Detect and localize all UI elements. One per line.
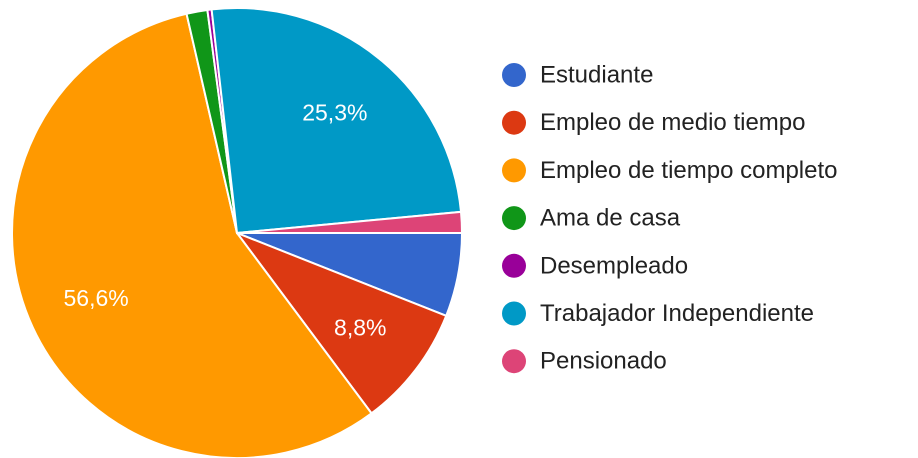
legend-swatch	[502, 253, 526, 278]
legend-label: Estudiante	[540, 62, 653, 89]
pie-slice	[236, 210, 464, 234]
pie-slice	[11, 12, 373, 458]
legend-label: Trabajador Independiente	[540, 300, 814, 327]
data-label: 8,8%	[334, 314, 386, 340]
legend-label: Ama de casa	[540, 205, 681, 232]
legend-label: Desempleado	[540, 252, 688, 279]
legend-swatch	[502, 110, 526, 135]
data-label: 56,6%	[64, 285, 129, 311]
legend-swatch	[502, 158, 526, 183]
legend-swatch	[502, 301, 526, 326]
legend-label: Empleo de medio tiempo	[540, 109, 805, 136]
legend-swatch	[502, 349, 526, 374]
legend-swatch	[502, 63, 526, 87]
data-label: 25,3%	[302, 99, 367, 125]
legend-label: Pensionado	[540, 348, 667, 375]
legend-swatch	[502, 206, 526, 231]
pie-slice	[234, 230, 448, 415]
legend-label: Empleo de tiempo completo	[540, 157, 838, 184]
pie-slice	[210, 7, 463, 235]
